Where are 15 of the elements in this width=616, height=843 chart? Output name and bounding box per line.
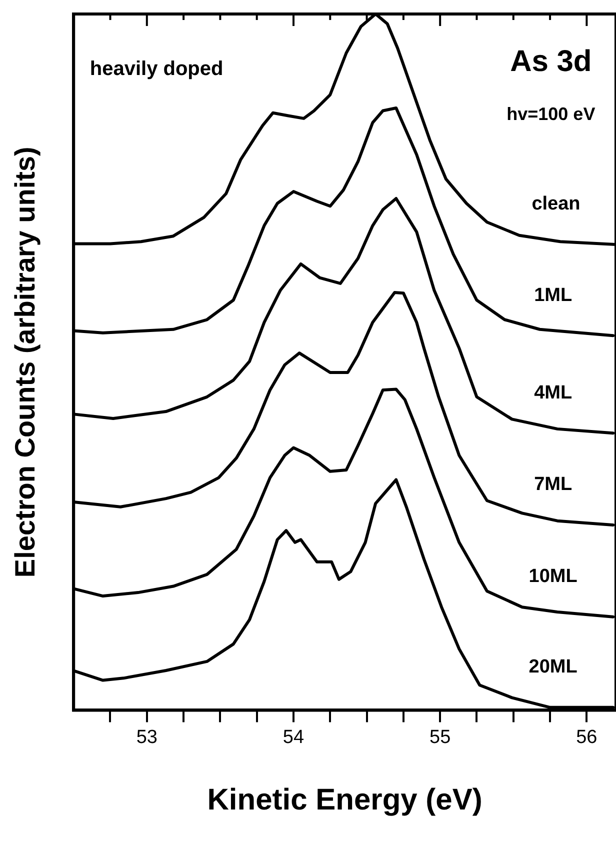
- annotation: As 3d: [510, 45, 592, 78]
- annotation: heavily doped: [90, 58, 224, 80]
- series-label: 20ML: [528, 656, 578, 678]
- x-tick-label: 56: [576, 726, 598, 748]
- x-axis-title: Kinetic Energy (eV): [207, 783, 482, 816]
- series-label: clean: [532, 194, 580, 215]
- series-label: 4ML: [534, 382, 572, 404]
- y-axis-title: Electron Counts (arbitrary units): [10, 146, 41, 578]
- annotation: hv=100 eV: [506, 104, 596, 124]
- series-label: 7ML: [534, 474, 572, 496]
- x-tick-label: 55: [430, 726, 451, 748]
- x-tick-label: 54: [282, 726, 304, 748]
- series-label: 10ML: [528, 566, 578, 588]
- series-label: 1ML: [534, 284, 572, 306]
- x-tick-label: 53: [136, 726, 158, 748]
